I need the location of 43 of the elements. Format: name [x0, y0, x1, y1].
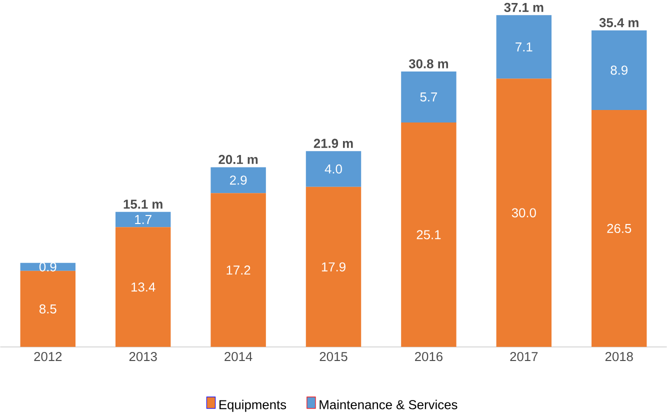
bar: [210, 167, 266, 194]
data-label: 2.9: [230, 176, 247, 185]
bar: [496, 15, 552, 79]
x-tick-label: 2017: [510, 352, 538, 362]
x-tick-label: 2014: [224, 352, 252, 362]
total-label: 30.8 m: [408, 59, 448, 68]
bar: [496, 78, 552, 347]
data-label: 5.7: [420, 92, 438, 102]
bar: [210, 193, 266, 347]
bar: [20, 270, 76, 347]
total-label: 37.1 m: [504, 2, 544, 12]
total-label: 20.1 m: [218, 154, 258, 164]
bar: [401, 122, 456, 347]
data-label: 0.9: [39, 262, 56, 272]
data-label: 13.4: [132, 282, 156, 292]
x-tick-label: 2012: [34, 352, 62, 362]
data-label: 4.0: [324, 164, 342, 174]
legend-label: Equipments: [219, 400, 286, 412]
data-label: 30.0: [512, 208, 536, 218]
x-tick-label: 2016: [415, 352, 442, 362]
bar: [115, 212, 171, 228]
bar: [115, 227, 171, 347]
total-label: 35.4 m: [599, 18, 638, 28]
data-label: 7.1: [516, 42, 532, 52]
x-tick-label: 2015: [320, 352, 348, 362]
x-tick-label: 2018: [605, 352, 633, 362]
data-label: 26.5: [607, 224, 632, 234]
bar: [306, 151, 362, 187]
bar: [401, 71, 456, 122]
bar: [306, 186, 362, 347]
data-label: 25.1: [416, 230, 441, 240]
data-label: 8.9: [610, 66, 628, 75]
total-label: 15.1 m: [124, 200, 162, 209]
bar: [592, 30, 647, 110]
bar: [592, 110, 647, 347]
x-tick-label: 2013: [129, 352, 157, 362]
legend-label: Maintenance & Services: [320, 400, 458, 410]
data-label: 17.2: [226, 266, 250, 275]
total-label: 21.9 m: [314, 138, 353, 148]
data-label: 1.7: [135, 215, 152, 224]
data-label: 17.9: [322, 262, 346, 272]
bar: [20, 262, 76, 271]
data-label: 8.5: [39, 304, 56, 314]
